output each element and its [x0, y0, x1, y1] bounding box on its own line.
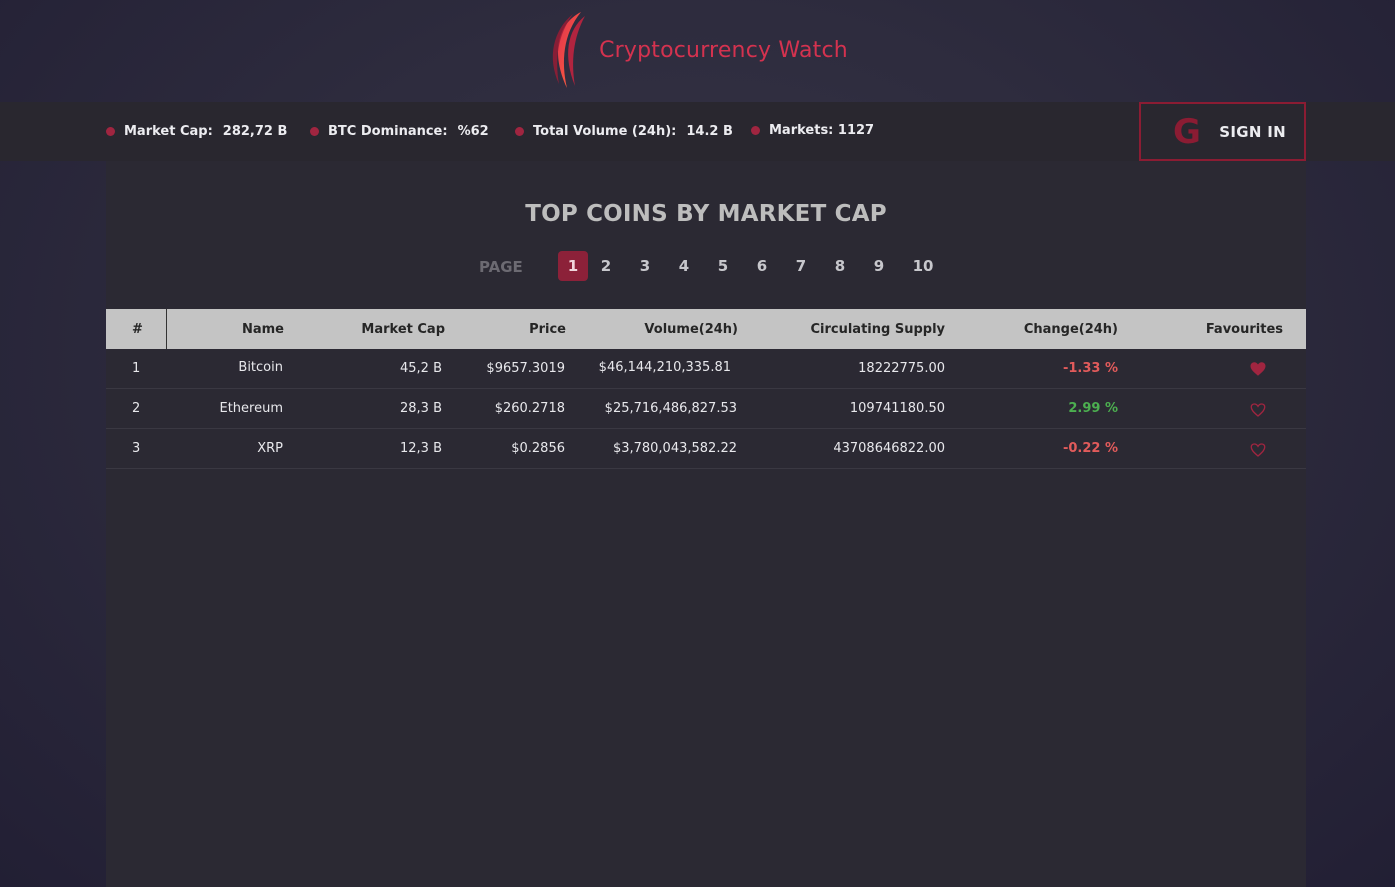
header-market-cap[interactable]: Market Cap [361, 322, 445, 337]
stat-total-volume: Total Volume (24h): 14.2 B [515, 124, 733, 139]
page-button-10[interactable]: 10 [912, 257, 934, 275]
header-change[interactable]: Change(24h) [1023, 322, 1118, 337]
cell-volume: $46,144,210,335.81 [598, 360, 731, 375]
stat-markets: Markets: 1127 [751, 123, 874, 138]
cell-supply: 109741180.50 [849, 401, 945, 416]
page-button-2[interactable]: 2 [600, 257, 612, 275]
logo[interactable]: Cryptocurrency Watch [547, 10, 848, 90]
header: Cryptocurrency Watch [0, 0, 1395, 100]
main-panel: TOP COINS BY MARKET CAP PAGE 1 2 3 4 5 6… [106, 161, 1306, 887]
brand-title: Cryptocurrency Watch [599, 37, 848, 63]
stat-value: %62 [457, 124, 489, 139]
cell-rank: 3 [132, 441, 141, 456]
google-icon: G [1173, 111, 1202, 152]
header-volume[interactable]: Volume(24h) [644, 322, 738, 337]
stat-label: Total Volume (24h): [533, 124, 677, 139]
cell-change: -0.22 % [1062, 441, 1118, 456]
cell-market-cap: 45,2 B [400, 361, 442, 376]
bullet-dot-icon [106, 127, 115, 136]
page-label: PAGE [479, 258, 523, 276]
page-title: TOP COINS BY MARKET CAP [525, 201, 887, 227]
bullet-dot-icon [515, 127, 524, 136]
page-button-5[interactable]: 5 [717, 257, 729, 275]
cell-change: -1.33 % [1062, 361, 1118, 376]
cell-price: $260.2718 [494, 401, 565, 416]
page-button-6[interactable]: 6 [756, 257, 768, 275]
header-name[interactable]: Name [241, 322, 284, 337]
stat-btc-dominance: BTC Dominance: %62 [310, 124, 489, 139]
page-button-9[interactable]: 9 [873, 257, 885, 275]
sign-in-button[interactable]: G SIGN IN [1139, 102, 1306, 161]
stat-label: Markets: 1127 [769, 123, 875, 138]
page-button-8[interactable]: 8 [834, 257, 846, 275]
cell-volume: $3,780,043,582.22 [612, 441, 737, 456]
stat-label: BTC Dominance: [328, 124, 448, 139]
cell-supply: 18222775.00 [858, 361, 945, 376]
cell-supply: 43708646822.00 [833, 441, 945, 456]
cell-market-cap: 12,3 B [400, 441, 442, 456]
header-rank[interactable]: # [132, 322, 143, 337]
pagination: PAGE 1 2 3 4 5 6 7 8 9 10 [106, 251, 1306, 281]
crescent-logo-icon [552, 12, 586, 88]
page-button-1[interactable]: 1 [558, 251, 588, 281]
header-supply[interactable]: Circulating Supply [810, 322, 945, 337]
table-row[interactable]: 2 Ethereum 28,3 B $260.2718 $25,716,486,… [106, 389, 1306, 429]
stat-market-cap: Market Cap: 282,72 B [106, 124, 287, 139]
header-divider [166, 309, 167, 349]
table-row[interactable]: 3 XRP 12,3 B $0.2856 $3,780,043,582.22 4… [106, 429, 1306, 469]
page-button-7[interactable]: 7 [795, 257, 807, 275]
cell-name[interactable]: XRP [257, 441, 283, 456]
stat-value: 14.2 B [686, 124, 733, 139]
cell-rank: 1 [132, 361, 141, 376]
stat-label: Market Cap: [124, 124, 213, 139]
stats-bar: Market Cap: 282,72 B BTC Dominance: %62 … [0, 102, 1395, 161]
bullet-dot-icon [751, 126, 760, 135]
heart-filled-icon[interactable] [1249, 360, 1267, 378]
cell-market-cap: 28,3 B [400, 401, 442, 416]
sign-in-label: SIGN IN [1219, 122, 1286, 141]
header-price[interactable]: Price [529, 322, 566, 337]
cell-volume: $25,716,486,827.53 [604, 401, 737, 416]
cell-name[interactable]: Bitcoin [238, 360, 283, 375]
bullet-dot-icon [310, 127, 319, 136]
heart-outline-icon[interactable] [1249, 441, 1267, 459]
header-favourites: Favourites [1205, 322, 1283, 337]
cell-name[interactable]: Ethereum [219, 401, 283, 416]
table-header: # Name Market Cap Price Volume(24h) Circ… [106, 309, 1306, 349]
page-button-3[interactable]: 3 [639, 257, 651, 275]
cell-price: $0.2856 [511, 441, 565, 456]
cell-price: $9657.3019 [486, 361, 565, 376]
page-button-4[interactable]: 4 [678, 257, 690, 275]
coins-table: # Name Market Cap Price Volume(24h) Circ… [106, 309, 1306, 469]
stat-value: 282,72 B [222, 124, 288, 139]
cell-change: 2.99 % [1068, 401, 1118, 416]
cell-rank: 2 [132, 401, 141, 416]
table-row[interactable]: 1 Bitcoin 45,2 B $9657.3019 $46,144,210,… [106, 349, 1306, 389]
heart-outline-icon[interactable] [1249, 401, 1267, 419]
